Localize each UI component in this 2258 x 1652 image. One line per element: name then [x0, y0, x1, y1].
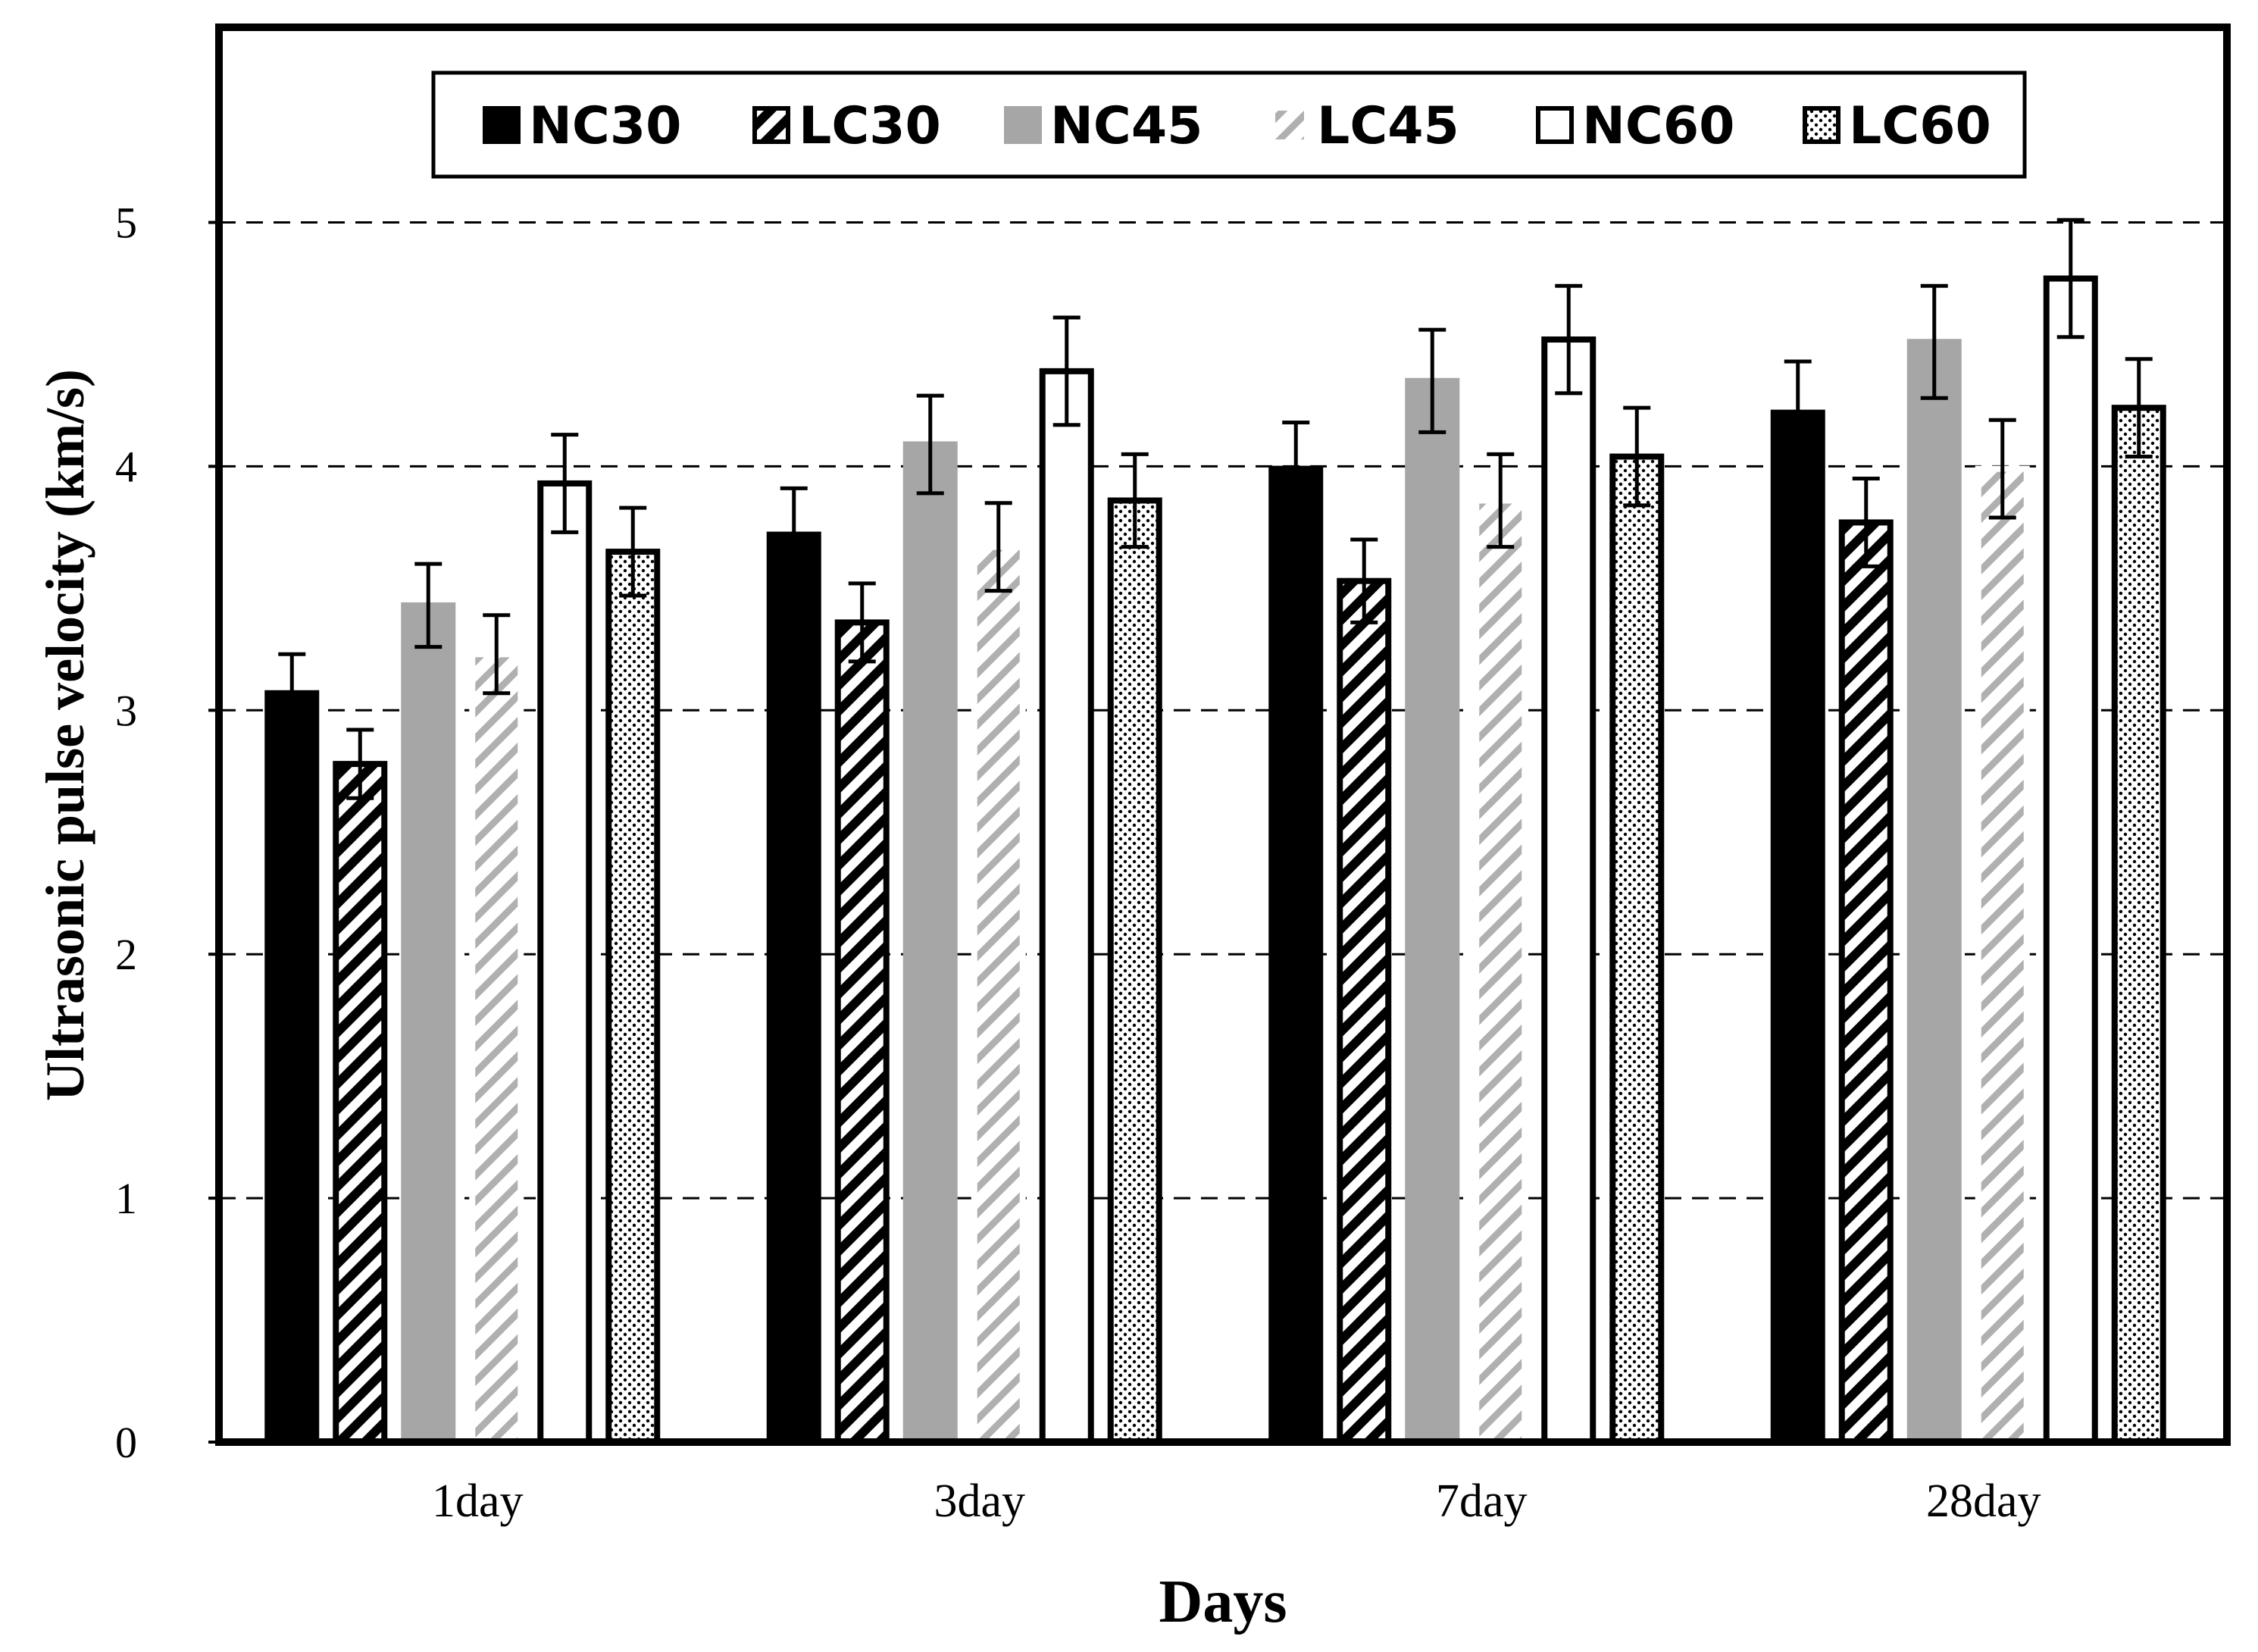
legend-swatch: [752, 106, 790, 144]
error-bar-lc45-7day: [1487, 452, 1515, 549]
legend-label: LC60: [1849, 96, 1991, 156]
error-bar-lc45-28day: [1988, 418, 2016, 520]
error-bar-lc30-28day: [1852, 477, 1880, 568]
error-bar-lc60-1day: [619, 505, 647, 598]
legend-swatch: [483, 106, 521, 144]
error-bar-nc45-7day: [1418, 327, 1446, 434]
bar-lc30-3day: [834, 619, 890, 1445]
legend: NC30 LC30 NC45 LC45 NC60 LC60: [431, 70, 2027, 179]
legend-item-lc30: LC30: [752, 96, 941, 156]
error-bar-lc60-3day: [1121, 452, 1149, 549]
bars: [264, 275, 2166, 1446]
bar-nc60-1day: [537, 480, 593, 1445]
error-bar-lc30-1day: [346, 727, 374, 800]
legend-label: LC30: [799, 96, 941, 156]
bar-lc60-3day: [1107, 497, 1162, 1445]
error-bar-nc30-3day: [780, 486, 808, 584]
x-axis-ticks: 1day 3day 7day 28day: [432, 1475, 2041, 1527]
error-bar-lc60-7day: [1623, 405, 1651, 508]
x-axis-title: Days: [1159, 1569, 1287, 1635]
bar-lc45-7day: [1473, 497, 1528, 1445]
legend-swatch: [1803, 106, 1840, 144]
error-bar-lc30-7day: [1350, 537, 1378, 624]
legend-label: NC60: [1582, 96, 1734, 156]
legend-item-lc60: LC60: [1803, 96, 1991, 156]
bar-nc60-28day: [2043, 275, 2098, 1445]
bar-nc30-7day: [1268, 465, 1324, 1445]
bar-nc45-1day: [401, 602, 456, 1446]
error-bar-nc60-1day: [551, 433, 579, 534]
y-axis-title: Ultrasonic pulse velocity (km/s): [35, 369, 95, 1101]
error-bars: [278, 217, 2153, 800]
error-bar-lc45-1day: [483, 613, 511, 696]
bar-nc45-7day: [1405, 377, 1460, 1445]
plot-area-frame: [215, 23, 2231, 1446]
bar-lc60-1day: [605, 549, 661, 1445]
y-tick-label: 1: [115, 1174, 137, 1223]
error-bar-nc30-1day: [278, 652, 306, 734]
bar-nc30-1day: [264, 690, 320, 1445]
bar-nc60-3day: [1039, 368, 1094, 1445]
bar-lc45-3day: [971, 543, 1026, 1445]
bar-nc45-28day: [1906, 339, 1962, 1445]
y-tick-label: 2: [115, 930, 137, 979]
bar-lc45-28day: [1975, 465, 2030, 1445]
legend-box: [431, 70, 2027, 179]
error-bar-nc45-1day: [414, 562, 443, 649]
y-tick-label: 5: [115, 199, 137, 248]
legend-item-nc30: NC30: [483, 96, 681, 156]
error-bar-nc60-7day: [1555, 283, 1583, 396]
legend-swatch: [1271, 106, 1309, 144]
error-bar-nc30-7day: [1282, 420, 1310, 518]
bar-lc30-1day: [333, 761, 388, 1445]
x-tick-label: 7day: [1436, 1475, 1528, 1527]
bar-lc30-7day: [1337, 577, 1392, 1445]
legend-label: NC45: [1050, 96, 1202, 156]
error-bar-lc45-3day: [984, 501, 1012, 593]
legend-item-nc60: NC60: [1536, 96, 1734, 156]
legend-label: NC30: [529, 96, 681, 156]
error-bar-nc45-3day: [916, 393, 944, 496]
legend-swatch: [1004, 106, 1042, 144]
error-bar-lc30-3day: [848, 581, 876, 664]
bar-nc30-28day: [1770, 409, 1825, 1445]
error-bar-nc60-3day: [1052, 315, 1081, 427]
bar-lc45-1day: [469, 651, 524, 1445]
x-tick-label: 1day: [432, 1475, 524, 1527]
y-axis-ticks: 0 1 2 3 4 5: [115, 199, 219, 1467]
bar-lc60-28day: [2111, 405, 2166, 1446]
y-tick-label: 4: [115, 442, 137, 491]
y-tick-label: 0: [115, 1418, 137, 1467]
legend-item-nc45: NC45: [1004, 96, 1202, 156]
x-tick-label: 28day: [1926, 1475, 2041, 1527]
y-tick-label: 3: [115, 686, 137, 735]
legend-label: LC45: [1317, 96, 1459, 156]
error-bar-nc60-28day: [2056, 217, 2084, 339]
bar-lc60-7day: [1609, 453, 1665, 1445]
error-bar-nc30-28day: [1784, 359, 1812, 466]
x-tick-label: 3day: [934, 1475, 1025, 1527]
error-bar-nc45-28day: [1920, 283, 1948, 400]
bar-nc30-3day: [766, 531, 821, 1445]
legend-swatch: [1536, 106, 1574, 144]
bar-lc30-28day: [1838, 519, 1894, 1446]
legend-item-lc45: LC45: [1271, 96, 1459, 156]
bar-nc60-7day: [1541, 336, 1597, 1445]
error-bar-lc60-28day: [2125, 357, 2153, 459]
bar-nc45-3day: [902, 441, 958, 1445]
